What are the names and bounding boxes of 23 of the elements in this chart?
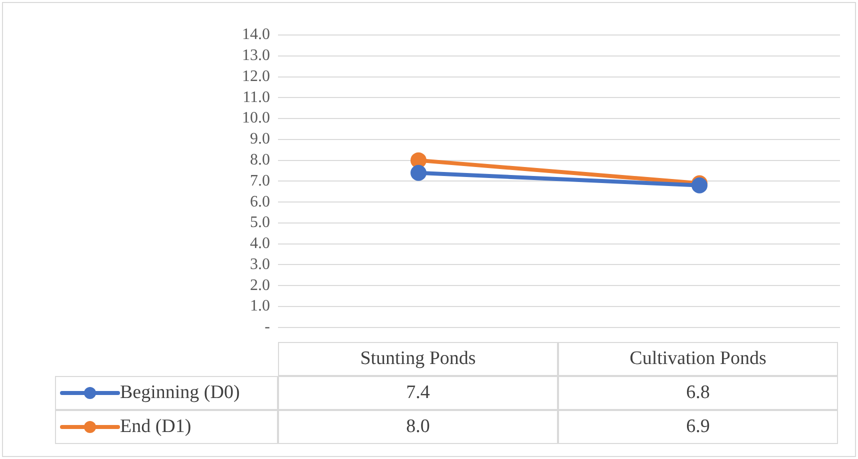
x-tick-label: Cultivation Ponds bbox=[558, 342, 838, 376]
legend-label: End (D1) bbox=[120, 416, 192, 438]
data-label: 7.4 bbox=[278, 376, 558, 410]
y-tick-label: - bbox=[264, 318, 270, 336]
y-tick-label: 14.0 bbox=[242, 26, 270, 44]
data-label: 6.9 bbox=[558, 410, 838, 444]
y-tick-label: 6.0 bbox=[250, 193, 270, 210]
y-tick-label: 13.0 bbox=[242, 47, 270, 64]
legend-label: Beginning (D0) bbox=[120, 382, 240, 404]
y-tick-label: 3.0 bbox=[250, 256, 270, 273]
y-tick-label: 7.0 bbox=[250, 172, 270, 190]
data-label: 8.0 bbox=[278, 410, 558, 444]
x-tick-label: Stunting Ponds bbox=[278, 342, 558, 376]
y-tick-label: 12.0 bbox=[242, 68, 270, 85]
y-tick-label: 5.0 bbox=[250, 214, 270, 232]
y-tick-label: 1.0 bbox=[250, 298, 270, 315]
data-label: 6.8 bbox=[558, 376, 838, 410]
y-tick-label: 4.0 bbox=[250, 235, 270, 252]
y-tick-label: 10.0 bbox=[242, 110, 270, 127]
y-tick-label: 8.0 bbox=[250, 152, 270, 169]
y-tick-label: 9.0 bbox=[250, 130, 270, 148]
y-tick-label: 11.0 bbox=[242, 88, 270, 106]
y-tick-label: 2.0 bbox=[250, 276, 270, 294]
